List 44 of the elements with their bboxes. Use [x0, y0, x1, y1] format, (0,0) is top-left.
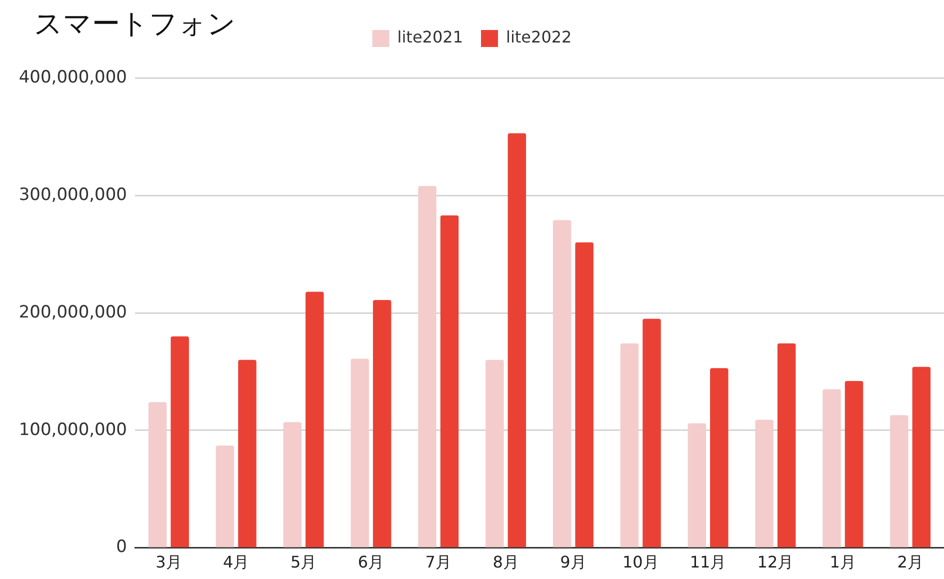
y-tick-label: 400,000,000 — [18, 67, 127, 88]
bar — [642, 318, 661, 548]
bar — [148, 402, 167, 548]
bar — [508, 133, 526, 548]
x-tick-label: 7月 — [425, 552, 452, 572]
x-tick-label: 1月 — [830, 552, 856, 572]
bar — [755, 420, 774, 548]
bar — [440, 215, 459, 548]
y-tick-label: 200,000,000 — [18, 302, 127, 322]
x-tick-label: 11月 — [690, 552, 726, 572]
bar — [844, 381, 864, 548]
bar — [688, 423, 706, 548]
bar — [822, 389, 841, 548]
x-tick-label: 5月 — [290, 552, 317, 572]
bar — [306, 292, 324, 548]
bar — [216, 446, 234, 548]
y-tick-label: 0 — [116, 537, 127, 558]
x-tick-label: 2月 — [897, 552, 924, 572]
bar — [710, 368, 728, 548]
bar — [372, 300, 392, 548]
bar — [170, 336, 189, 548]
x-tick-label: 6月 — [358, 552, 384, 572]
y-tick-label: 300,000,000 — [18, 184, 127, 205]
x-tick-label: 3月 — [156, 552, 182, 572]
legend-label: lite2021 — [397, 28, 464, 47]
bar — [552, 220, 572, 548]
x-tick-label: 12月 — [757, 552, 794, 572]
chart-title: スマートフォン — [34, 6, 236, 42]
bar — [890, 415, 908, 548]
bar — [418, 186, 436, 548]
x-tick-label: 10月 — [622, 552, 659, 572]
legend-label: lite2022 — [506, 28, 572, 47]
bar — [350, 358, 369, 548]
x-tick-label: 8月 — [492, 552, 519, 572]
bar — [238, 360, 256, 548]
bar — [912, 366, 931, 548]
bar — [575, 242, 594, 548]
y-tick-label: 100,000,000 — [18, 420, 127, 440]
bar — [620, 343, 639, 548]
bar — [283, 422, 302, 548]
bar — [486, 360, 504, 548]
bar — [777, 343, 796, 548]
x-tick-label: 9月 — [560, 552, 586, 572]
x-tick-label: 4月 — [223, 552, 250, 572]
